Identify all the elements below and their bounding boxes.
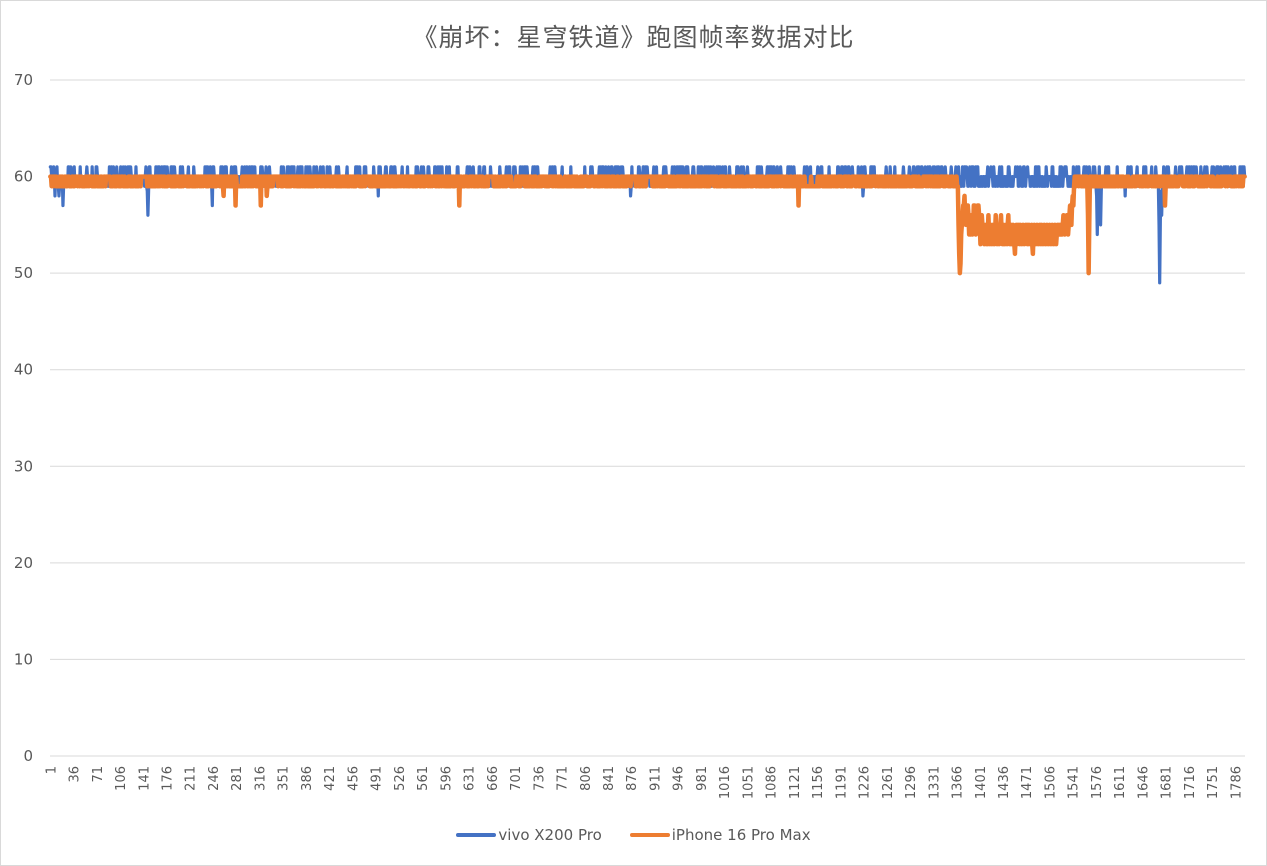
legend-swatch-vivo: [456, 833, 497, 837]
x-tick-label: 1191: [834, 766, 849, 799]
y-tick-label: 60: [14, 168, 33, 186]
x-tick-label: 351: [277, 766, 292, 791]
x-tick-label: 1016: [718, 766, 733, 799]
legend-item-vivo[interactable]: vivo X200 Pro: [456, 826, 602, 844]
x-tick-label: 1541: [1067, 766, 1082, 799]
x-tick-label: 666: [486, 766, 501, 791]
x-tick-label: 1156: [811, 766, 826, 799]
x-tick-label: 1506: [1043, 766, 1058, 799]
x-tick-label: 281: [230, 766, 245, 791]
x-tick-label: 1681: [1160, 766, 1175, 799]
y-tick-label: 10: [14, 650, 33, 668]
legend-label-vivo: vivo X200 Pro: [498, 826, 602, 844]
y-tick-label: 20: [14, 554, 33, 572]
x-tick-label: 561: [416, 766, 431, 791]
x-tick-label: 1331: [927, 766, 942, 799]
x-tick-label: 631: [463, 766, 478, 791]
x-tick-label: 771: [556, 766, 571, 791]
x-tick-label: 1716: [1183, 766, 1198, 799]
x-tick-label: 36: [68, 766, 83, 783]
series-line-vivo: [48, 165, 1247, 285]
x-tick-label: 1471: [1020, 766, 1035, 799]
x-tick-label: 701: [509, 766, 524, 791]
x-tick-label: 1: [44, 766, 59, 774]
x-tick-label: 1401: [974, 766, 989, 799]
x-tick-label: 1086: [765, 766, 780, 799]
x-tick-label: 246: [207, 766, 222, 791]
x-tick-label: 1051: [741, 766, 756, 799]
x-tick-label: 981: [695, 766, 710, 791]
y-tick-label: 50: [14, 264, 33, 282]
y-tick-label: 30: [14, 457, 33, 475]
x-tick-label: 806: [579, 766, 594, 791]
x-tick-label: 386: [300, 766, 315, 791]
x-tick-label: 176: [161, 766, 176, 791]
x-tick-label: 1261: [881, 766, 896, 799]
legend: vivo X200 Pro iPhone 16 Pro Max: [0, 826, 1267, 844]
x-tick-label: 1366: [951, 766, 966, 799]
x-tick-label: 876: [625, 766, 640, 791]
y-tick-label: 70: [14, 71, 33, 89]
series-line-iphone: [48, 174, 1247, 276]
x-tick-label: 456: [346, 766, 361, 791]
x-tick-label: 421: [323, 766, 338, 791]
legend-swatch-iphone: [629, 833, 670, 837]
y-tick-label: 40: [14, 361, 33, 379]
x-tick-label: 911: [648, 766, 663, 791]
x-tick-label: 316: [253, 766, 268, 791]
x-tick-label: 1786: [1229, 766, 1244, 799]
x-tick-label: 841: [602, 766, 617, 791]
x-tick-label: 1296: [904, 766, 919, 799]
x-tick-label: 1121: [788, 766, 803, 799]
x-tick-label: 736: [532, 766, 547, 791]
y-axis: 0 10 20 30 40 50 60 70: [14, 71, 33, 765]
chart-title: 《崩坏：星穹铁道》跑图帧率数据对比: [412, 23, 855, 52]
series-lines: [48, 165, 1247, 285]
y-tick-label: 0: [23, 747, 33, 765]
x-tick-label: 946: [672, 766, 687, 791]
x-tick-label: 141: [137, 766, 152, 791]
x-tick-label: 491: [370, 766, 385, 791]
legend-label-iphone: iPhone 16 Pro Max: [671, 826, 811, 844]
x-axis: 1 36 71 106 141 176 211 246 281 316 351 386 421 456 49…: [44, 766, 1244, 799]
x-tick-label: 1611: [1113, 766, 1128, 799]
x-tick-label: 596: [439, 766, 454, 791]
legend-item-iphone[interactable]: iPhone 16 Pro Max: [629, 826, 811, 844]
x-tick-label: 71: [91, 766, 106, 783]
x-tick-label: 1646: [1136, 766, 1151, 799]
x-tick-label: 526: [393, 766, 408, 791]
x-tick-label: 1226: [858, 766, 873, 799]
x-tick-label: 1576: [1090, 766, 1105, 799]
x-tick-label: 211: [184, 766, 199, 791]
x-tick-label: 1436: [997, 766, 1012, 799]
x-tick-label: 106: [114, 766, 129, 791]
x-tick-label: 1751: [1206, 766, 1221, 799]
